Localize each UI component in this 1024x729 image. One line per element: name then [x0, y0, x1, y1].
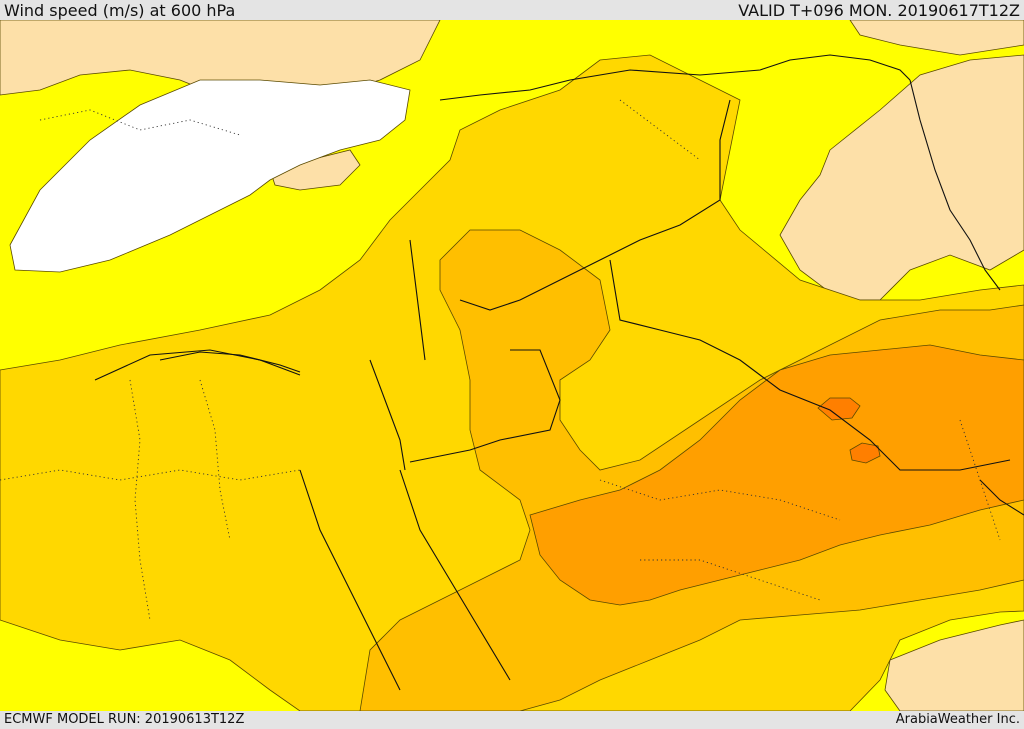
coast-levant: [409, 239, 426, 361]
wind-speed-map: [0, 20, 1024, 711]
valid-time: VALID T+096 MON. 20190617T12Z: [738, 1, 1020, 20]
border-iran-iraq: [909, 79, 1001, 291]
coast-red-sea-east: [399, 469, 511, 681]
footer-bar: ECMWF MODEL RUN: 20190613T12Z ArabiaWeat…: [0, 711, 1024, 729]
prov-line-3: [199, 379, 231, 541]
low-wind-area-iran: [779, 54, 1024, 301]
border-turkey-syria: [439, 54, 911, 101]
border-jordan-saudi: [409, 349, 561, 463]
field-band-30-35-cell-2: [849, 442, 881, 464]
model-run: ECMWF MODEL RUN: 20190613T12Z: [4, 712, 245, 727]
prov-line-5: [640, 559, 821, 601]
internal-boundaries: [0, 99, 1001, 621]
border-syria-iraq: [459, 99, 731, 311]
field-band-25-30: [529, 344, 1024, 606]
map-title: Wind speed (m/s) at 600 hPa: [4, 1, 236, 20]
country-borders: [94, 54, 1011, 471]
border-sinai: [369, 359, 406, 471]
low-wind-area-ne: [849, 20, 1024, 56]
credit: ArabiaWeather Inc.: [895, 712, 1020, 727]
prov-line-4: [599, 479, 841, 521]
field-band-30-35-cell-1: [817, 397, 861, 421]
coast-gulf: [979, 479, 1024, 516]
prov-line-1: [0, 469, 301, 481]
coast-red-sea-west: [299, 469, 401, 691]
coastlines: [159, 239, 1024, 691]
low-wind-area-gulf: [884, 619, 1024, 711]
coast-nile-delta: [159, 351, 301, 373]
border-iraq-saudi: [609, 259, 1011, 471]
prov-line-7: [39, 109, 241, 136]
border-egypt-libya: [94, 349, 301, 381]
sea-mask-mediterranean: [9, 79, 411, 273]
header-bar: Wind speed (m/s) at 600 hPa VALID T+096 …: [0, 0, 1024, 20]
